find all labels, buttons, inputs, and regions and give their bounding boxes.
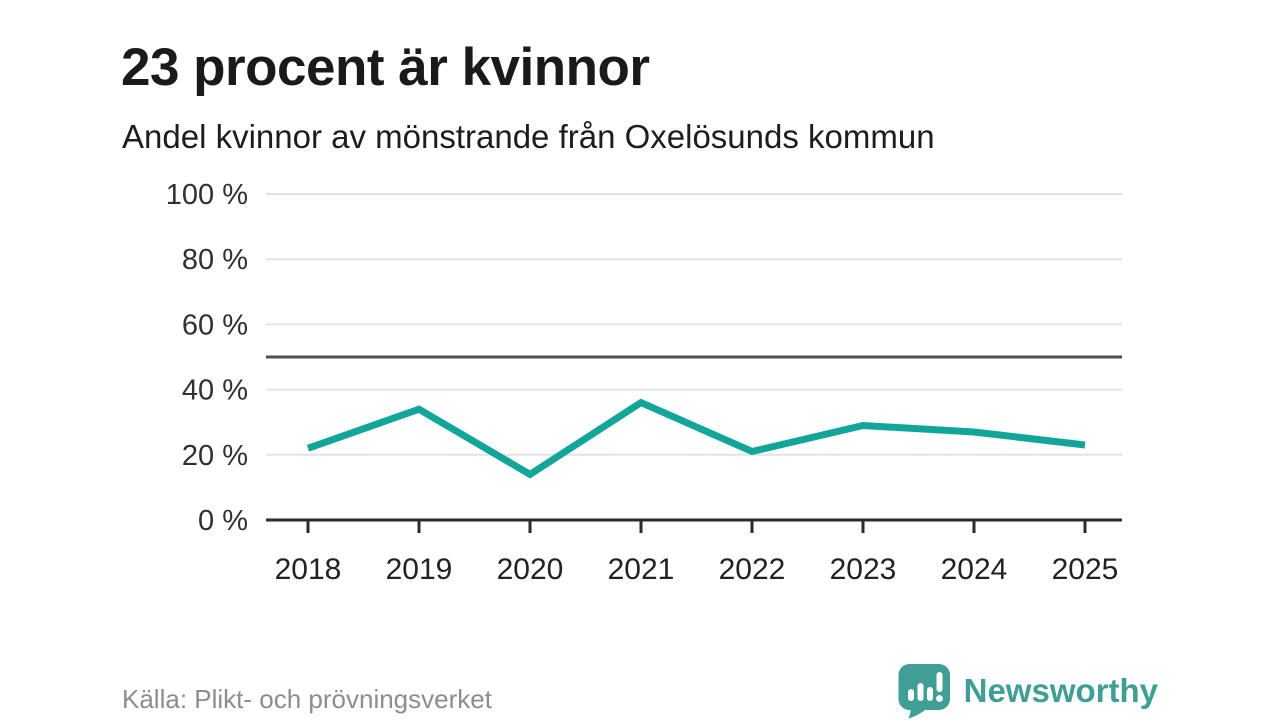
y-tick-label: 80 % xyxy=(182,244,248,276)
source-note: Källa: Plikt- och prövningsverket xyxy=(122,684,492,714)
x-tick-label: 2025 xyxy=(1052,553,1119,586)
brand-logo: Newsworthy xyxy=(897,663,1158,719)
x-tick-label: 2022 xyxy=(719,553,786,586)
x-tick-label: 2021 xyxy=(608,553,675,586)
x-tick-label: 2018 xyxy=(275,553,342,586)
y-tick-label: 0 % xyxy=(198,505,248,537)
x-tick-label: 2020 xyxy=(497,553,564,586)
chart-subtitle: Andel kvinnor av mönstrande från Oxelösu… xyxy=(122,118,935,155)
x-tick-label: 2023 xyxy=(830,553,897,586)
y-tick-label: 40 % xyxy=(182,375,248,407)
y-tick-label: 100 % xyxy=(166,179,248,211)
x-tick-label: 2019 xyxy=(386,553,453,586)
data-line-andel-kvinnor xyxy=(306,398,1086,479)
y-tick-label: 60 % xyxy=(182,309,248,341)
line-chart-svg: 2018 2019 2020 2021 2022 2023 2024 2025 0 % 20 % 4… xyxy=(166,179,1122,586)
page-title: 23 procent är kvinnor xyxy=(121,37,650,97)
x-tick-label: 2024 xyxy=(941,553,1008,586)
y-tick-label: 20 % xyxy=(182,440,248,472)
newsworthy-icon xyxy=(898,664,950,719)
line-chart: 2018 2019 2020 2021 2022 2023 2024 2025 0 % 20 % 4… xyxy=(112,170,1130,595)
brand-name: Newsworthy xyxy=(963,672,1158,709)
